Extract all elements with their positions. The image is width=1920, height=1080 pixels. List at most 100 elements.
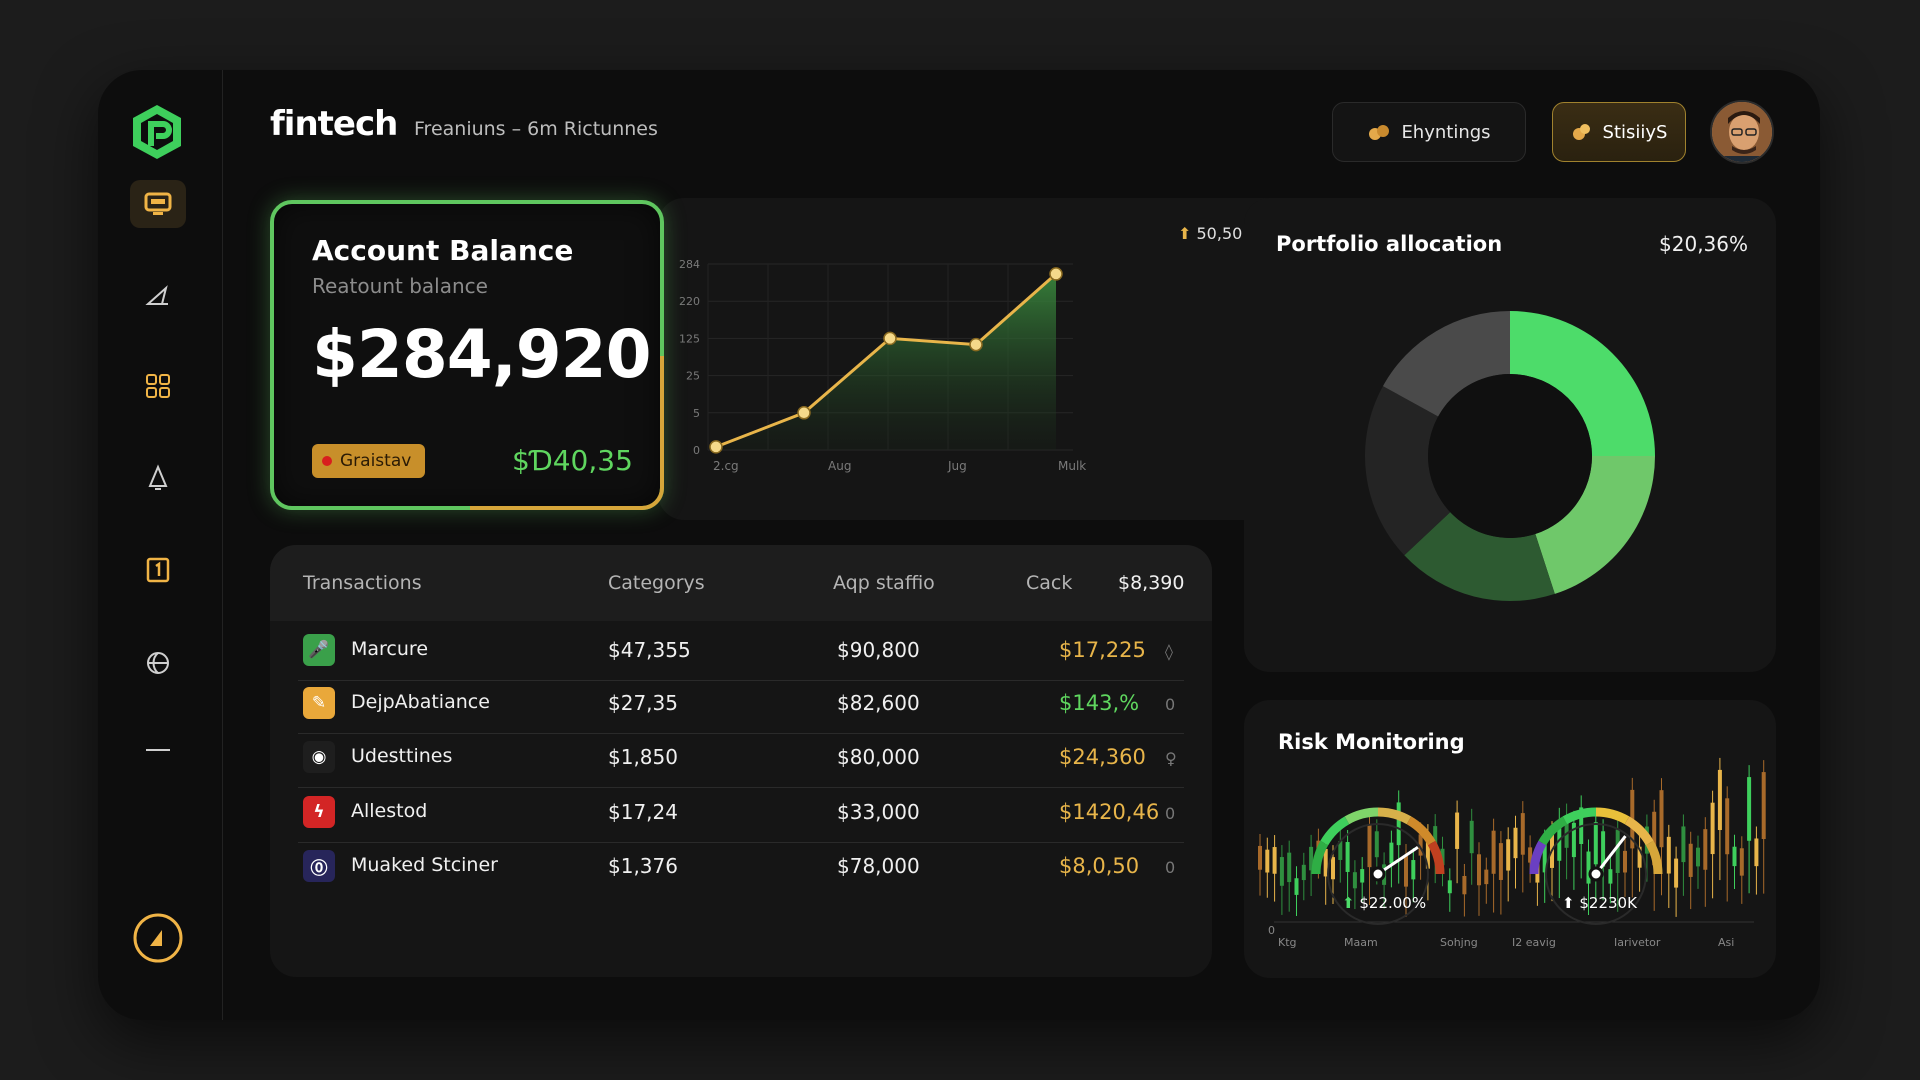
table-row[interactable]: 🎤 Marcure $47,355 $90,800 $17,225 ◊ (303, 626, 1183, 676)
sidebar-item-profile[interactable] (130, 910, 186, 966)
balance-chart-card: 284 220 125 25 5 0 2.cg Aug Jug Mulk ⬆ 50,50 357 (658, 198, 1312, 520)
sidebar-item-apps[interactable] (130, 362, 186, 410)
row-amount: $80,000 (837, 745, 920, 769)
data-point[interactable] (797, 406, 811, 420)
ehyntings-button[interactable]: Ehyntings (1332, 102, 1526, 162)
tag-icon: ✎ (303, 687, 335, 719)
sidebar-item-markets[interactable] (130, 638, 186, 686)
transactions-header (270, 545, 1212, 621)
row-name: Allestod (351, 800, 428, 822)
minus-icon (146, 749, 170, 751)
donut-slice[interactable] (1510, 311, 1655, 456)
row-action-icon[interactable]: 0 (1165, 804, 1176, 823)
candle-body (1688, 843, 1693, 877)
data-point[interactable] (969, 337, 983, 352)
row-value: $1420,46 (1059, 800, 1160, 824)
portfolio-card: Portfolio allocation $20,36% (1244, 198, 1776, 672)
row-name: Marcure (351, 638, 429, 660)
row-action-icon[interactable]: 0 (1165, 858, 1176, 877)
transactions-card (270, 545, 1212, 977)
candle-body (1455, 812, 1460, 849)
candle-body (1338, 840, 1343, 860)
sidebar-item-alerts[interactable] (130, 454, 186, 502)
sidebar-item-transfer[interactable] (130, 272, 186, 320)
gauge2-arc (1624, 816, 1654, 846)
portfolio-donut-chart[interactable] (1244, 198, 1776, 672)
table-row[interactable]: ϟ Allestod $17,24 $33,000 $1420,46 0 (303, 788, 1183, 838)
candle-body (1520, 813, 1525, 855)
candle-body (1717, 769, 1722, 831)
candle-body (1725, 798, 1730, 855)
grid-icon (146, 374, 170, 398)
candle-body (1732, 846, 1737, 867)
col-header-categorys[interactable]: Categorys (608, 572, 705, 594)
row-action-icon[interactable]: ♀ (1165, 749, 1177, 768)
candle-body (1608, 869, 1613, 884)
risk-y-tick: 0 (1268, 924, 1275, 937)
risk-x-tick-label: Asi (1718, 936, 1735, 949)
row-divider (298, 680, 1184, 681)
col-header-cack[interactable]: Cack (1026, 572, 1073, 594)
row-name: DejpAbatiance (351, 691, 490, 713)
candle-body (1666, 836, 1671, 874)
gauge1-arc (1320, 816, 1350, 846)
candle-body (1564, 815, 1569, 848)
candle-body (1425, 836, 1430, 869)
row-amount: $78,000 (837, 854, 920, 878)
balance-title: Account Balance (312, 234, 574, 267)
candle-body (1747, 777, 1752, 841)
status-badge[interactable]: Graistav (312, 444, 426, 478)
gauge1-arc (1344, 807, 1379, 825)
gauge1-label: ⬆ $22.00% (1342, 894, 1426, 912)
data-point[interactable] (883, 331, 897, 346)
balance-chart: 284 220 125 25 5 0 2.cg Aug Jug Mulk (679, 258, 1086, 473)
account-balance-card[interactable]: Account Balance Reatount balance $284,92… (270, 200, 664, 510)
gauge2-arc (1645, 840, 1663, 875)
stisiiys-button[interactable]: StisiiyS (1552, 102, 1686, 162)
ehyntings-label: Ehyntings (1401, 121, 1491, 143)
candle-body (1652, 811, 1657, 866)
gauge2-label: ⬆ $2230K (1562, 894, 1637, 912)
row-action-icon[interactable]: 0 (1165, 695, 1176, 714)
row-action-icon[interactable]: ◊ (1165, 642, 1173, 661)
col-header-aqp-staffio[interactable]: Aqp staffio (833, 572, 935, 594)
table-row[interactable]: ✎ DejpAbatiance $27,35 $82,600 $143,% 0 (303, 679, 1183, 729)
row-name: Muaked Stciner (351, 854, 498, 876)
user-avatar[interactable] (1710, 100, 1774, 164)
table-row[interactable]: ◉ Udesttines $1,850 $80,000 $24,360 ♀ (303, 733, 1183, 783)
row-divider (298, 733, 1184, 734)
row-name: Udesttines (351, 745, 453, 767)
donut-slice[interactable] (1365, 386, 1451, 556)
sidebar-item-more[interactable] (130, 726, 186, 774)
data-point[interactable] (1049, 267, 1063, 281)
table-row[interactable]: ⓪ Muaked Stciner $1,376 $78,000 $8,0,50 0 (303, 842, 1183, 892)
gauge1-arc (1406, 816, 1436, 846)
donut-slice[interactable] (1382, 311, 1510, 417)
gauge2-value: $2230K (1579, 894, 1637, 912)
portfolio-title: Portfolio allocation (1276, 232, 1503, 256)
candle-body (1265, 849, 1270, 873)
sidebar-item-calendar[interactable] (130, 546, 186, 594)
y-tick-label: 284 (679, 258, 700, 271)
candle-body (1374, 831, 1379, 858)
status-dot-icon (322, 456, 332, 466)
candle-body (1484, 869, 1489, 885)
candle-body (1331, 857, 1335, 880)
sidebar-item-dashboard[interactable] (130, 180, 186, 228)
gauge1-needle (1377, 846, 1419, 876)
logo-icon[interactable] (129, 102, 185, 162)
row-divider (298, 842, 1184, 843)
data-point[interactable] (709, 440, 723, 454)
risk-x-tick-label: I2 eavig (1512, 936, 1556, 949)
coin-icon: ⓪ (303, 850, 335, 882)
col-header-transactions[interactable]: Transactions (303, 572, 422, 594)
donut-slice[interactable] (1535, 456, 1655, 594)
x-tick-label: Mulk (1058, 459, 1086, 473)
risk-x-tick-label: Sohjng (1440, 936, 1478, 949)
risk-chart (1258, 757, 1766, 925)
candle-body (1301, 864, 1306, 881)
candle-body (1469, 820, 1474, 854)
candle-body (1659, 790, 1664, 848)
balance-change: $Ɗ40,35 (512, 444, 633, 477)
donut-slice[interactable] (1404, 512, 1555, 601)
